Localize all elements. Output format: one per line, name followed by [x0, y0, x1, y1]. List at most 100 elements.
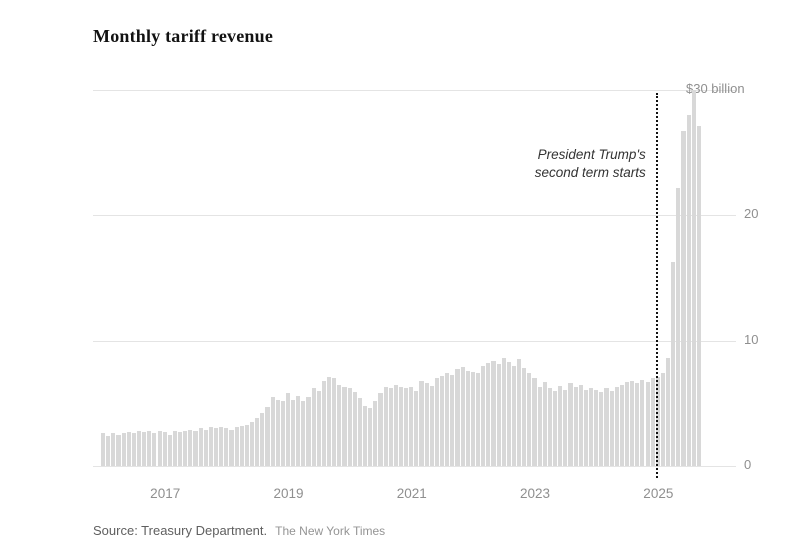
bar	[475, 373, 481, 466]
bar	[383, 387, 388, 466]
y-axis-tick-label: 10	[744, 331, 759, 347]
bar	[614, 387, 619, 466]
y-axis-tick-label: 20	[744, 206, 759, 222]
bar	[404, 388, 409, 466]
bar	[624, 382, 630, 466]
bar	[306, 397, 311, 466]
bar	[352, 392, 357, 466]
bar	[491, 360, 496, 466]
bar	[588, 388, 594, 466]
x-axis-tick-label: 2017	[150, 486, 181, 501]
gridline	[93, 466, 736, 467]
bar	[553, 390, 558, 466]
bar	[568, 383, 573, 466]
bar	[465, 370, 470, 466]
bar	[696, 126, 701, 466]
bar	[409, 387, 414, 466]
bar	[640, 379, 645, 466]
chart-title: Monthly tariff revenue	[93, 26, 274, 46]
bar	[486, 363, 491, 466]
bar	[203, 429, 208, 466]
bar	[368, 408, 373, 466]
bar	[460, 366, 465, 466]
bar	[594, 389, 599, 466]
bar	[260, 413, 265, 466]
bar	[481, 365, 486, 466]
bar	[106, 435, 111, 466]
bar	[291, 399, 296, 466]
bar	[214, 428, 219, 466]
bar	[111, 433, 116, 466]
bar	[563, 389, 568, 466]
annotation-dotted-line	[655, 93, 658, 478]
bar	[660, 373, 666, 466]
bar	[224, 428, 229, 466]
x-axis-tick-label: 2025	[643, 486, 674, 501]
bar	[332, 378, 337, 466]
gridline	[93, 215, 736, 217]
bar	[147, 430, 152, 466]
bar	[167, 434, 172, 466]
bar	[157, 430, 162, 466]
bar	[347, 388, 352, 466]
bar	[208, 427, 213, 466]
x-axis-tick-label: 2021	[396, 486, 427, 501]
y-axis-tick-label: $30 billion	[686, 81, 745, 96]
gridline	[93, 90, 736, 91]
bar	[316, 390, 321, 466]
bar	[532, 378, 537, 466]
bar	[198, 428, 203, 466]
bar	[121, 433, 126, 466]
bar	[455, 369, 460, 466]
bar	[255, 418, 260, 466]
bar	[244, 424, 249, 466]
bar	[362, 405, 368, 466]
annotation-text-line2: second term starts	[534, 165, 646, 180]
gridline	[93, 340, 736, 342]
bar	[501, 358, 506, 466]
bar	[193, 430, 198, 466]
bar	[650, 378, 655, 466]
bar	[558, 385, 563, 466]
bar	[511, 365, 517, 466]
bar	[573, 387, 578, 466]
bar	[126, 432, 131, 466]
bar	[517, 359, 522, 466]
bar	[655, 377, 660, 466]
bar	[280, 400, 285, 466]
bar	[285, 393, 291, 466]
bar	[434, 378, 439, 466]
bar	[327, 377, 332, 466]
annotation-text-line1: President Trump's	[537, 147, 646, 162]
bar	[393, 384, 398, 466]
bar	[301, 400, 306, 466]
y-axis-tick-label: 0	[744, 457, 752, 472]
bar	[373, 400, 378, 466]
bar	[527, 373, 532, 466]
bar	[136, 430, 142, 466]
bar	[152, 433, 157, 466]
bar	[635, 383, 640, 466]
bar	[275, 399, 280, 466]
bar	[101, 433, 106, 466]
bar	[450, 374, 455, 466]
bar	[609, 390, 614, 466]
bar	[599, 392, 604, 466]
bar	[542, 382, 547, 466]
bar	[671, 261, 676, 466]
bar	[239, 425, 244, 466]
bar	[630, 380, 635, 466]
bar	[691, 90, 696, 466]
bar	[270, 397, 275, 466]
bar	[142, 432, 147, 466]
bar	[578, 384, 583, 466]
bar	[116, 434, 121, 466]
bar	[249, 422, 255, 466]
bar	[583, 389, 588, 466]
bar	[604, 388, 609, 466]
source-note: Source: Treasury Department. The New York…	[93, 522, 385, 540]
bar	[388, 388, 393, 466]
bar	[681, 131, 686, 466]
